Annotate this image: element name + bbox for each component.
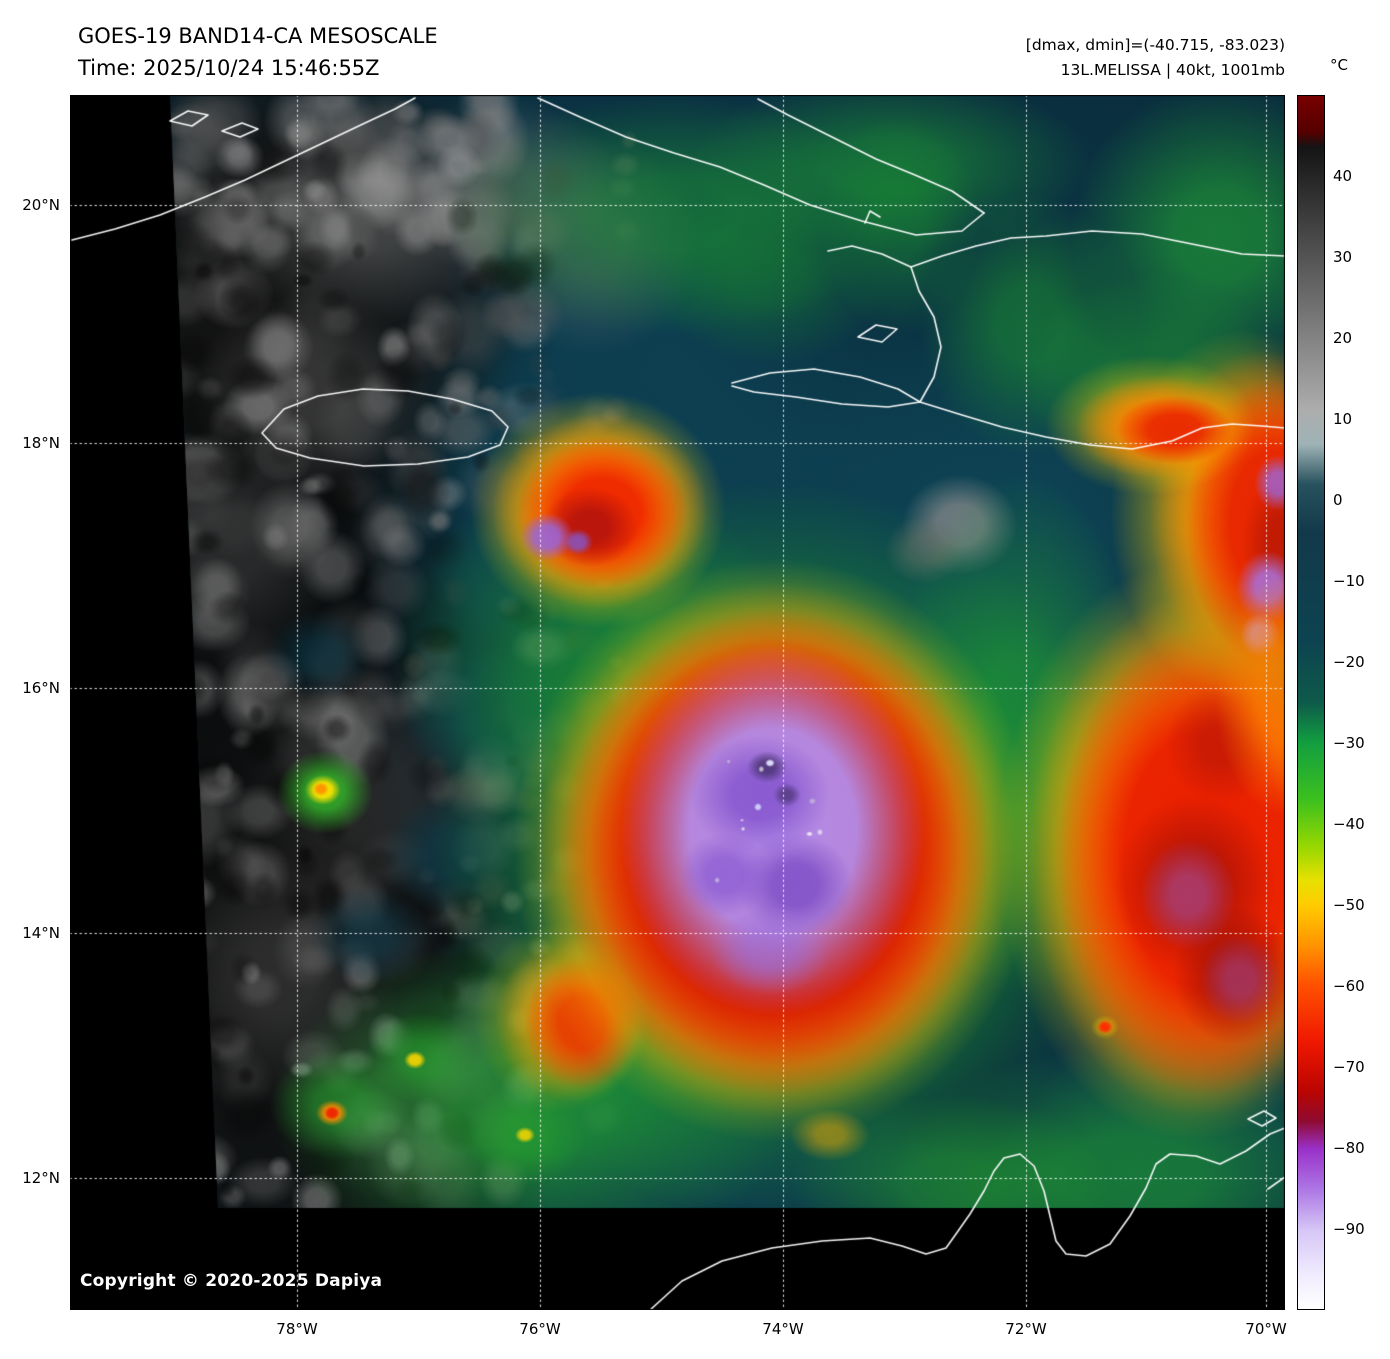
x-axis-tick-label: 74°W: [762, 1320, 804, 1338]
colorbar-tick-label: −70: [1333, 1058, 1365, 1076]
y-axis-tick-label: 14°N: [22, 924, 60, 942]
colorbar-tick-label: −20: [1333, 653, 1365, 671]
colorbar-ticks: 40 30 20 10 0 −10 −20 −30 −40 −50 −60 −70 −80 −90: [1333, 95, 1389, 1310]
y-axis-tick-label: 20°N: [22, 196, 60, 214]
x-axis-tick-label: 76°W: [519, 1320, 561, 1338]
colorbar-tick-label: −50: [1333, 896, 1365, 914]
product-title: GOES-19 BAND14-CA MESOSCALE: [78, 24, 438, 48]
satellite-map-canvas: [70, 95, 1285, 1310]
info-block: [dmax, dmin]=(-40.715, -83.023) 13L.MELI…: [1026, 33, 1285, 83]
colorbar-tick-label: 20: [1333, 329, 1353, 347]
storm-info: 13L.MELISSA | 40kt, 1001mb: [1060, 61, 1285, 79]
x-axis-tick-label: 78°W: [276, 1320, 318, 1338]
x-axis-tick-label: 72°W: [1005, 1320, 1047, 1338]
y-axis-tick-label: 16°N: [22, 679, 60, 697]
colorbar-tick-label: −40: [1333, 815, 1365, 833]
colorbar-tick-label: −80: [1333, 1139, 1365, 1157]
copyright-label: Copyright © 2020-2025 Dapiya: [80, 1271, 383, 1291]
dmax-dmin-readout: [dmax, dmin]=(-40.715, -83.023): [1025, 36, 1285, 54]
colorbar-tick-label: 40: [1333, 167, 1353, 185]
colorbar: [1297, 95, 1325, 1310]
y-axis-tick-label: 12°N: [22, 1169, 60, 1187]
colorbar-unit-label: °C: [1330, 56, 1348, 74]
colorbar-tick-label: −30: [1333, 734, 1365, 752]
colorbar-tick-label: 0: [1333, 491, 1343, 509]
timestamp: Time: 2025/10/24 15:46:55Z: [78, 56, 380, 80]
x-axis-tick-label: 70°W: [1245, 1320, 1287, 1338]
colorbar-tick-label: −60: [1333, 977, 1365, 995]
y-axis-tick-label: 18°N: [22, 434, 60, 452]
colorbar-tick-label: 30: [1333, 248, 1353, 266]
y-axis-ticks: 20°N 18°N 16°N 14°N 12°N: [0, 95, 62, 1310]
colorbar-tick-label: 10: [1333, 410, 1353, 428]
x-axis-ticks: 78°W 76°W 74°W 72°W 70°W: [70, 1318, 1287, 1344]
colorbar-tick-label: −10: [1333, 572, 1365, 590]
title-block: GOES-19 BAND14-CA MESOSCALE Time: 2025/1…: [78, 20, 438, 84]
colorbar-tick-label: −90: [1333, 1220, 1365, 1238]
